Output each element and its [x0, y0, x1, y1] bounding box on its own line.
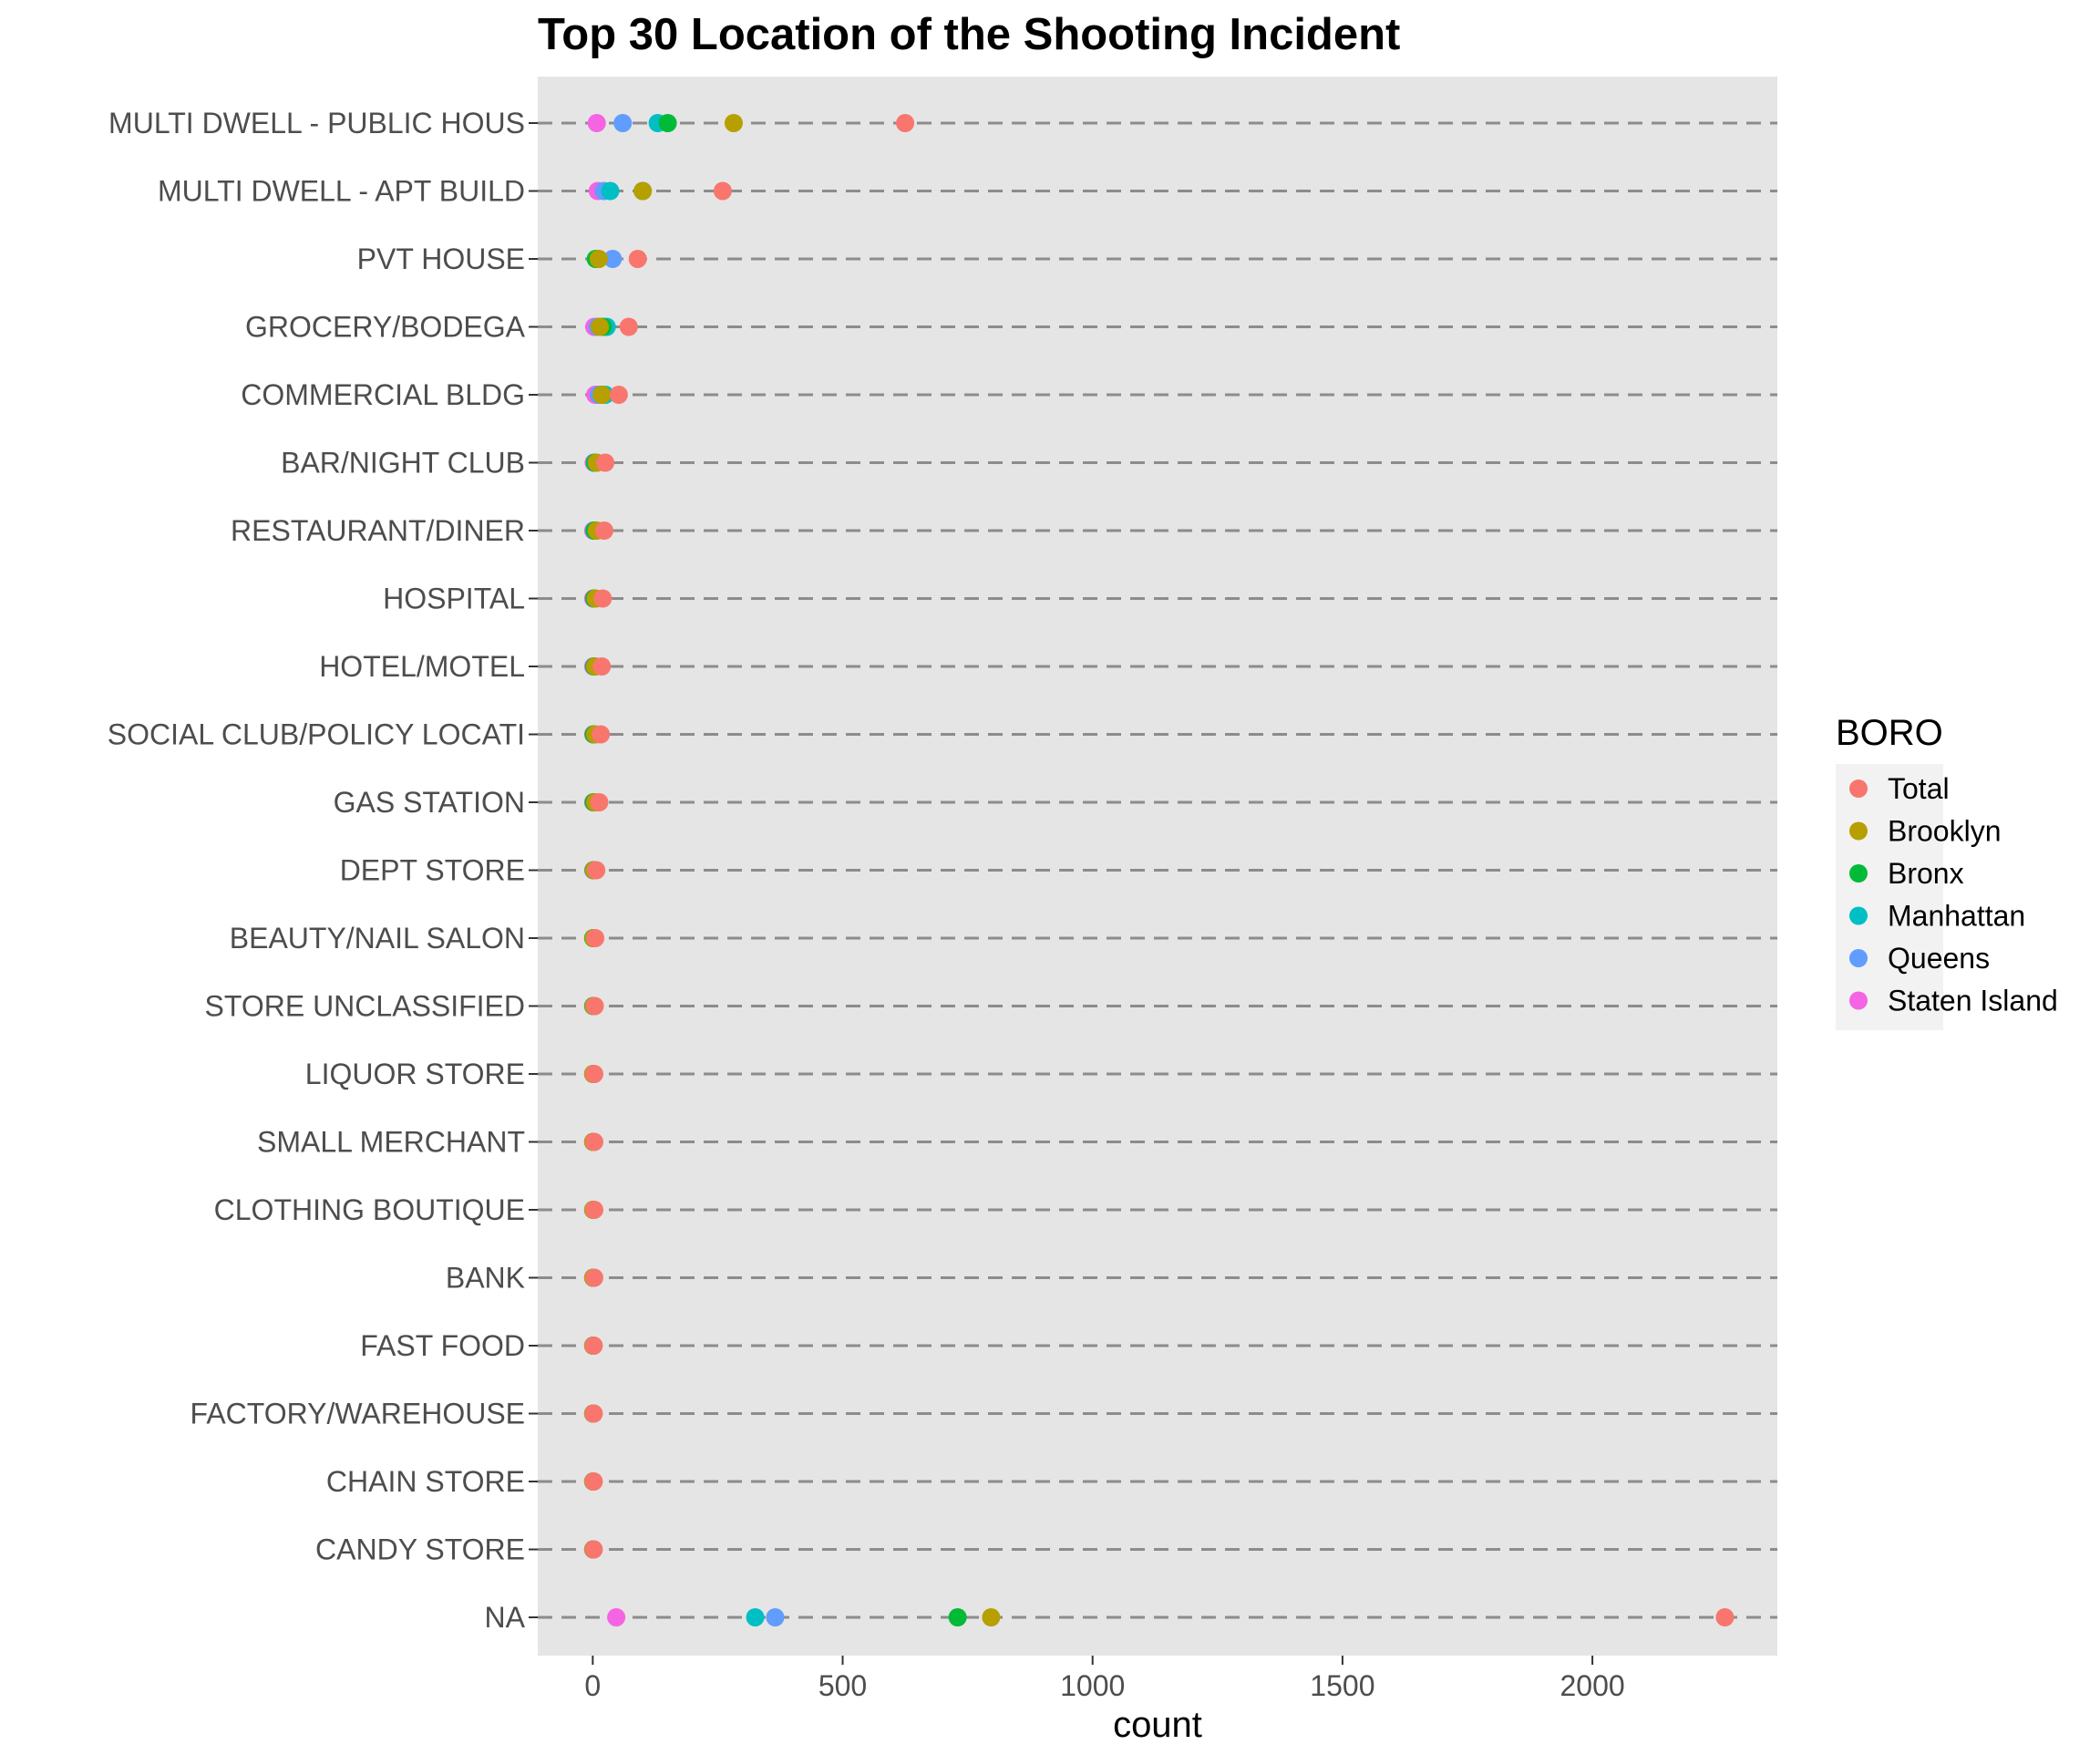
point-total [584, 1065, 603, 1083]
y-tick-label: CANDY STORE [315, 1533, 525, 1566]
point-bronx [948, 1608, 967, 1626]
y-tick-label: SOCIAL CLUB/POLICY LOCATI [108, 718, 525, 751]
y-tick-label: LIQUOR STORE [305, 1058, 525, 1090]
y-tick-label: FACTORY/WAREHOUSE [190, 1398, 525, 1430]
x-axis-label: count [1113, 1705, 1202, 1745]
point-manhattan [601, 181, 620, 201]
x-axis: 0 500 1000 1500 2000 [584, 1656, 1625, 1702]
legend-key-background [1836, 764, 1943, 1030]
legend-key-total [1849, 779, 1868, 798]
x-tick-label: 1000 [1060, 1669, 1125, 1702]
point-total [1715, 1608, 1735, 1626]
point-total [713, 181, 732, 201]
x-tick-label: 0 [584, 1669, 601, 1702]
y-tick-label: GROCERY/BODEGA [245, 311, 526, 344]
point-total [587, 861, 606, 880]
y-tick-label: HOSPITAL [383, 583, 525, 615]
point-brooklyn [633, 181, 653, 201]
x-tick-label: 500 [818, 1669, 867, 1702]
y-tick-label: GAS STATION [334, 786, 525, 819]
point-queens [766, 1608, 785, 1626]
legend-title: BORO [1836, 713, 1943, 753]
point-total [592, 725, 611, 744]
y-tick-label: SMALL MERCHANT [257, 1126, 525, 1159]
legend: BORO Total Brooklyn Bronx Manhattan Queens St… [1836, 713, 2058, 1030]
point-total [584, 1132, 603, 1151]
legend-label-queens: Queens [1888, 942, 1990, 975]
y-tick-label: BAR/NIGHT CLUB [281, 447, 525, 480]
grid-layer [538, 121, 1777, 1619]
x-tick-label: 1500 [1310, 1669, 1374, 1702]
legend-key-staten-island [1849, 991, 1868, 1010]
point-brooklyn [982, 1608, 1001, 1626]
legend-label-total: Total [1888, 772, 1950, 805]
legend-key-manhattan [1849, 906, 1868, 925]
point-staten-island [587, 114, 606, 132]
point-total [585, 996, 604, 1016]
y-tick-label: CHAIN STORE [326, 1465, 525, 1498]
y-tick-label: PVT HOUSE [357, 243, 525, 275]
point-total [609, 386, 628, 404]
point-total [592, 657, 612, 676]
legend-key-queens [1849, 949, 1868, 967]
y-tick-label: RESTAURANT/DINER [231, 514, 525, 547]
point-total [584, 1201, 603, 1219]
point-brooklyn [591, 317, 609, 336]
point-brooklyn [724, 114, 743, 132]
y-tick-label: BANK [446, 1262, 525, 1295]
point-total [594, 521, 613, 540]
point-total [896, 114, 915, 132]
y-tick-label: FAST FOOD [360, 1329, 525, 1362]
y-tick-label: NA [485, 1601, 526, 1634]
x-tick-label: 2000 [1560, 1669, 1625, 1702]
chart-title: Top 30 Location of the Shooting Incident [538, 10, 1400, 59]
y-tick-label: HOTEL/MOTEL [319, 650, 525, 683]
legend-key-brooklyn [1849, 821, 1868, 841]
y-tick-label: BEAUTY/NAIL SALON [230, 922, 525, 955]
point-bronx [658, 114, 677, 132]
point-total [584, 1337, 603, 1355]
legend-items: Total Brooklyn Bronx Manhattan Queens Staten … [1836, 764, 2058, 1030]
point-total [593, 589, 612, 608]
point-total [584, 1404, 603, 1423]
point-total [586, 929, 605, 947]
point-total [628, 250, 647, 268]
point-brooklyn [589, 250, 608, 268]
legend-label-manhattan: Manhattan [1888, 900, 2025, 933]
point-queens [613, 114, 633, 132]
point-total [584, 1540, 603, 1559]
point-total [619, 317, 638, 336]
point-brooklyn [592, 386, 612, 404]
point-total [596, 453, 615, 472]
legend-key-bronx [1849, 864, 1868, 883]
legend-label-brooklyn: Brooklyn [1888, 815, 2002, 848]
y-axis: MULTI DWELL - PUBLIC HOUS MULTI DWELL - A… [108, 107, 538, 1634]
point-queens [603, 250, 623, 268]
legend-label-staten-island: Staten Island [1888, 985, 2058, 1017]
point-staten-island [607, 1608, 626, 1626]
y-tick-label: MULTI DWELL - PUBLIC HOUS [108, 107, 525, 139]
point-manhattan [746, 1608, 765, 1626]
y-tick-label: DEPT STORE [340, 854, 525, 887]
data-points [583, 114, 1735, 1626]
point-total [590, 793, 609, 811]
y-tick-label: STORE UNCLASSIFIED [205, 990, 525, 1023]
y-tick-label: CLOTHING BOUTIQUE [214, 1193, 525, 1226]
y-tick-label: COMMERCIAL BLDG [241, 378, 525, 411]
plot-panel [538, 77, 1777, 1656]
point-total [584, 1472, 603, 1491]
legend-label-bronx: Bronx [1888, 857, 1964, 890]
y-tick-label: MULTI DWELL - APT BUILD [158, 175, 525, 208]
point-total [584, 1268, 603, 1287]
